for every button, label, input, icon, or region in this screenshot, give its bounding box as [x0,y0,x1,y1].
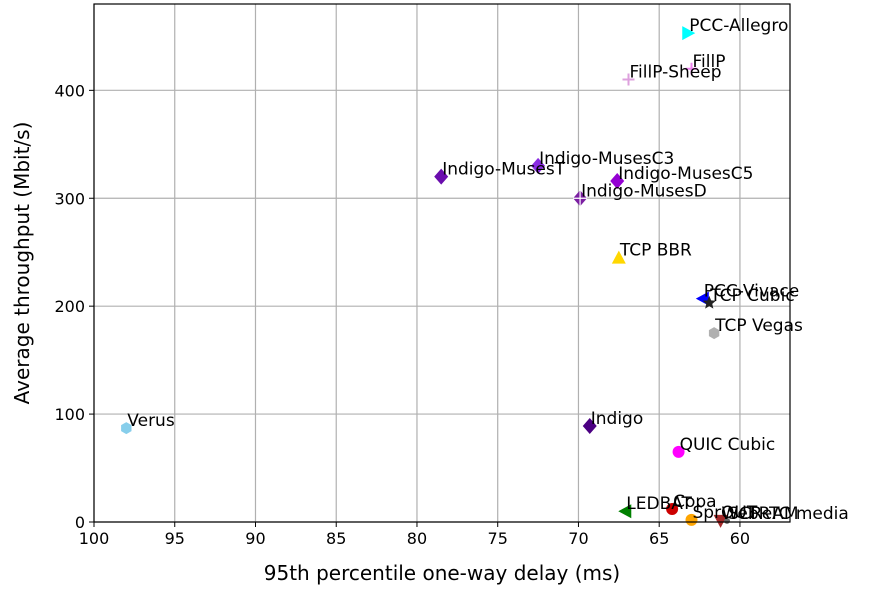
x-tick-label: 80 [407,529,427,548]
x-tick-label: 60 [730,529,750,548]
data-point [666,503,679,516]
x-axis-label: 95th percentile one-way delay (ms) [264,561,620,585]
data-point [573,190,588,207]
x-tick-label: 85 [326,529,346,548]
y-tick-label: 0 [75,513,85,532]
data-point [531,157,546,174]
point-label: QUIC Cubic [680,435,776,455]
y-tick-label: 400 [54,81,85,100]
x-tick-label: 90 [245,529,265,548]
data-point [672,445,685,458]
point-label: Indigo-MusesC5 [618,164,753,184]
point-label: FillP [692,52,725,72]
point-label: Verus [127,411,175,431]
point-label: TCP Vegas [714,316,803,336]
data-point [121,422,132,435]
data-point [611,250,626,264]
x-tick-label: 75 [488,529,508,548]
data-point [610,172,625,189]
y-axis-label: Average throughput (Mbit/s) [10,122,34,405]
point-label: Indigo-MusesT [442,160,566,180]
point-label: WebRTC media [722,504,849,524]
data-point [708,327,720,340]
data-point [702,295,716,309]
data-point [618,504,632,519]
data-points [121,26,731,528]
y-tick-label: 200 [54,297,85,316]
data-point [685,513,698,526]
point-label: Indigo [591,409,644,429]
data-point [685,62,698,75]
x-tick-label: 70 [568,529,588,548]
x-tick-label: 95 [165,529,185,548]
data-point [434,168,449,185]
point-label: Copa [673,492,716,512]
point-label: SprOUT [692,503,757,523]
point-label: Indigo-MusesD [581,181,707,201]
data-point [622,73,635,86]
y-tick-label: 300 [54,189,85,208]
x-tick-label: 65 [649,529,669,548]
marker-cross [573,190,588,207]
point-label: PCC-Allegro [689,16,788,36]
data-point [682,26,696,41]
point-label: TCP Cubic [709,286,794,306]
data-point [582,417,597,434]
x-tick-label: 100 [79,529,110,548]
grid-lines [93,4,790,523]
point-label: SCReAM [728,504,798,524]
y-tick-label: 100 [54,405,85,424]
point-label: FillP-Sheep [630,63,722,83]
point-label: PCC-Vivace [704,282,799,302]
point-label: Indigo-MusesC3 [539,149,674,169]
point-label: TCP BBR [619,241,692,261]
point-label: LEDBAT [626,494,692,514]
plot-frame [93,3,791,523]
